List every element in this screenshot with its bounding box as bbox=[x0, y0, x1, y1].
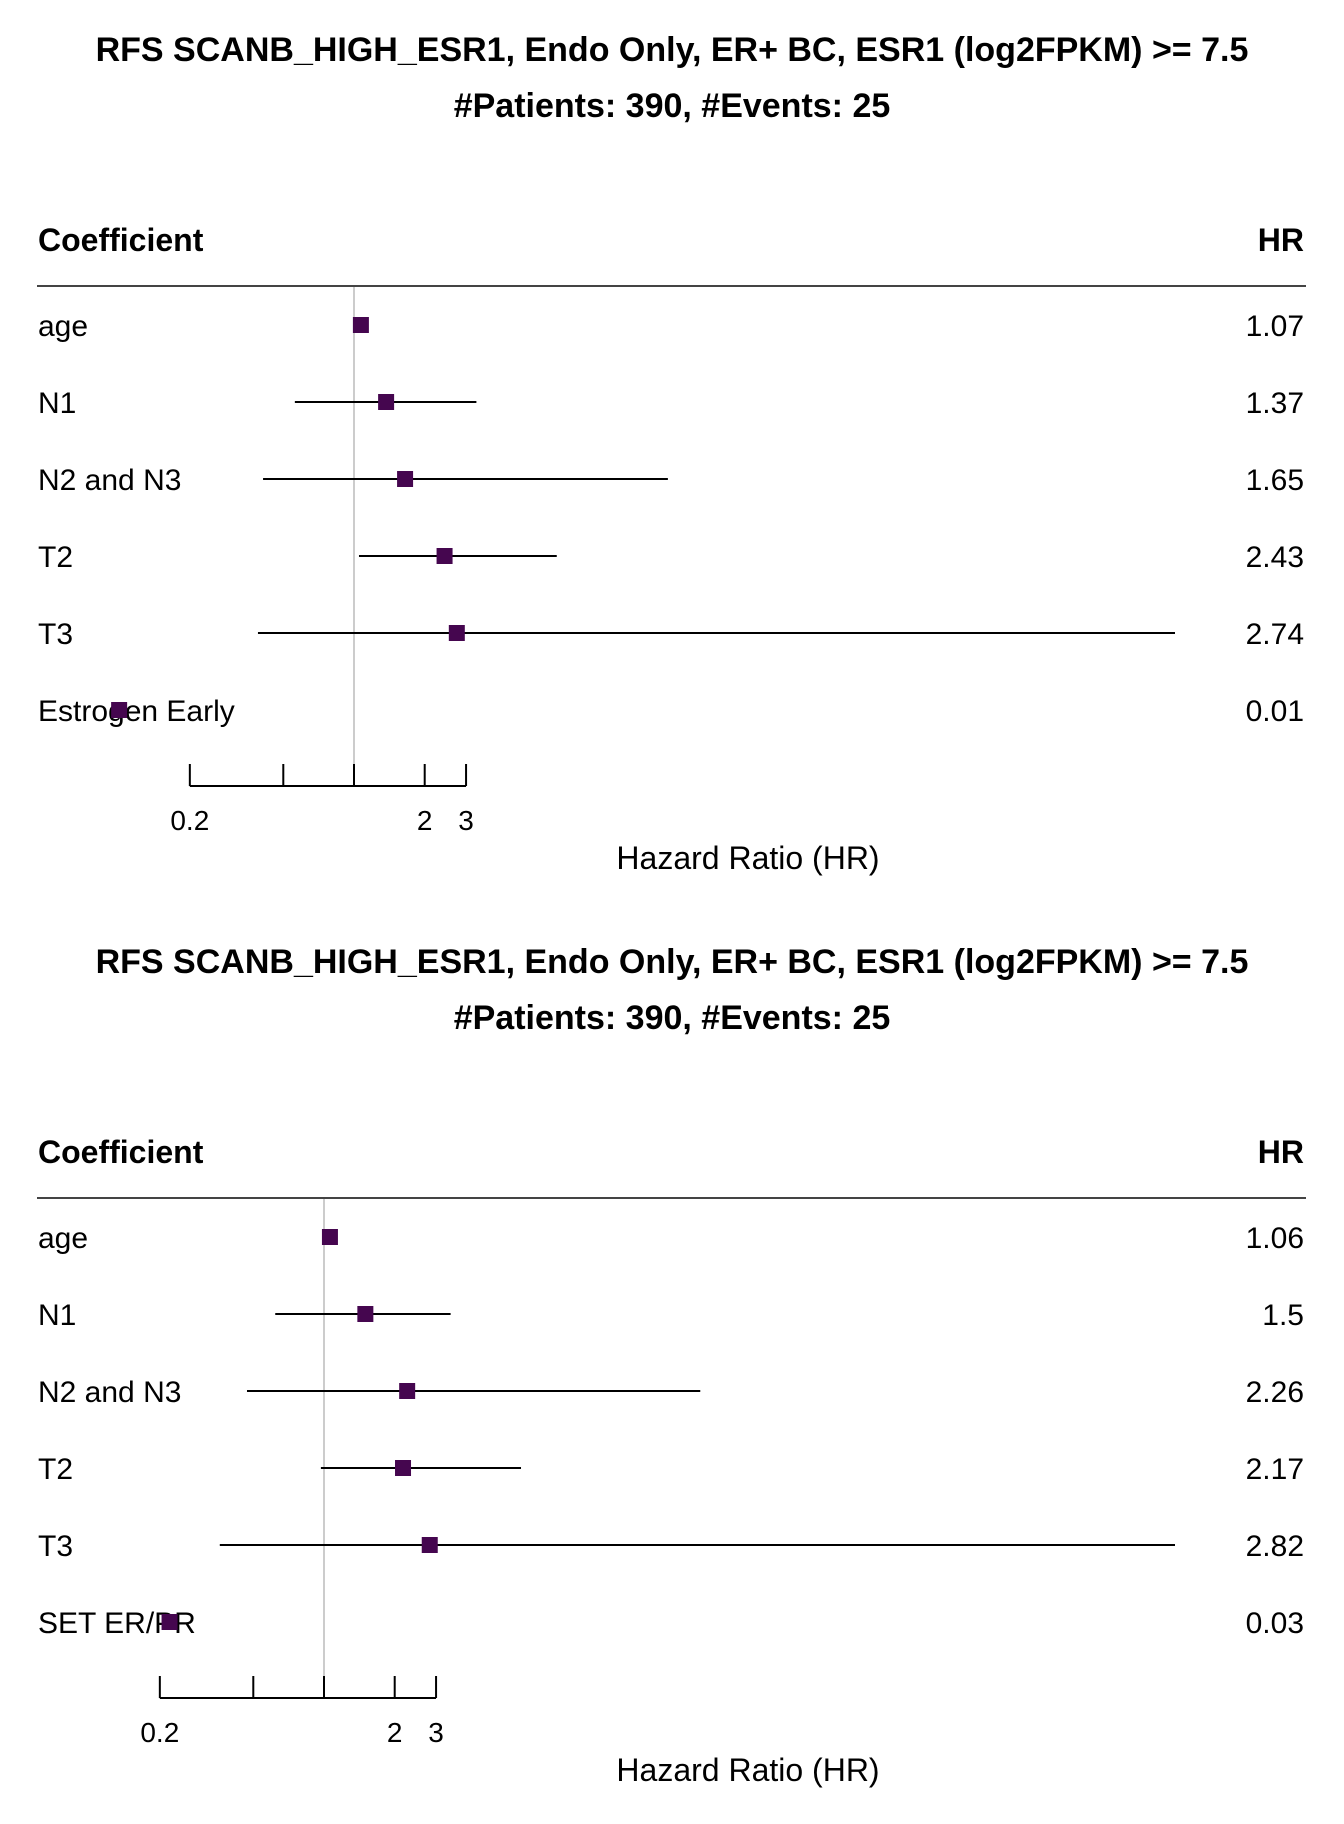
x-tick-label: 0.2 bbox=[170, 805, 209, 836]
row-hr-value: 2.82 bbox=[1246, 1530, 1304, 1563]
hr-marker bbox=[397, 471, 414, 487]
hr-marker bbox=[378, 394, 395, 410]
row-hr-value: 1.06 bbox=[1246, 1222, 1304, 1255]
row-hr-value: 2.26 bbox=[1246, 1376, 1304, 1409]
x-tick-label: 3 bbox=[458, 805, 474, 836]
row-hr-value: 2.17 bbox=[1246, 1453, 1304, 1486]
row-label: age bbox=[38, 1222, 88, 1255]
column-header-coefficient: Coefficient bbox=[38, 222, 204, 258]
chart-title: RFS SCANB_HIGH_ESR1, Endo Only, ER+ BC, … bbox=[96, 943, 1249, 981]
row-label: N2 and N3 bbox=[38, 1376, 181, 1409]
hr-marker bbox=[399, 1383, 416, 1399]
hr-marker bbox=[352, 317, 369, 333]
row-label: T3 bbox=[38, 618, 73, 651]
forest-panel-2: RFS SCANB_HIGH_ESR1, Endo Only, ER+ BC, … bbox=[37, 943, 1306, 1788]
row-label: Estrogen Early bbox=[38, 695, 235, 728]
row-hr-value: 1.07 bbox=[1246, 310, 1304, 343]
hr-marker bbox=[395, 1460, 412, 1476]
hr-marker bbox=[421, 1537, 438, 1553]
row-label: N1 bbox=[38, 387, 76, 420]
row-hr-value: 1.5 bbox=[1262, 1299, 1304, 1332]
chart-subtitle: #Patients: 390, #Events: 25 bbox=[454, 87, 891, 125]
forest-panel-1: RFS SCANB_HIGH_ESR1, Endo Only, ER+ BC, … bbox=[37, 31, 1306, 876]
x-tick-label: 0.2 bbox=[140, 1717, 179, 1748]
hr-marker bbox=[321, 1229, 338, 1245]
row-hr-value: 2.43 bbox=[1246, 541, 1304, 574]
row-hr-value: 2.74 bbox=[1246, 618, 1304, 651]
row-hr-value: 1.37 bbox=[1246, 387, 1304, 420]
column-header-hr: HR bbox=[1258, 1134, 1304, 1170]
row-label: age bbox=[38, 310, 88, 343]
hr-marker bbox=[111, 702, 128, 718]
x-tick-label: 3 bbox=[428, 1717, 444, 1748]
row-hr-value: 0.03 bbox=[1246, 1607, 1304, 1640]
row-label: T2 bbox=[38, 541, 73, 574]
x-axis-label: Hazard Ratio (HR) bbox=[616, 840, 879, 876]
column-header-hr: HR bbox=[1258, 222, 1304, 258]
hr-marker bbox=[448, 625, 465, 641]
row-hr-value: 1.65 bbox=[1246, 464, 1304, 497]
row-label: T2 bbox=[38, 1453, 73, 1486]
hr-marker bbox=[161, 1614, 178, 1630]
hr-marker bbox=[436, 548, 453, 564]
row-label: T3 bbox=[38, 1530, 73, 1563]
row-label: N1 bbox=[38, 1299, 76, 1332]
hr-marker bbox=[357, 1306, 374, 1322]
x-tick-label: 2 bbox=[387, 1717, 403, 1748]
row-hr-value: 0.01 bbox=[1246, 695, 1304, 728]
row-label: N2 and N3 bbox=[38, 464, 181, 497]
column-header-coefficient: Coefficient bbox=[38, 1134, 204, 1170]
x-tick-label: 2 bbox=[417, 805, 433, 836]
chart-title: RFS SCANB_HIGH_ESR1, Endo Only, ER+ BC, … bbox=[96, 31, 1249, 69]
x-axis-label: Hazard Ratio (HR) bbox=[616, 1752, 879, 1788]
chart-subtitle: #Patients: 390, #Events: 25 bbox=[454, 999, 891, 1037]
